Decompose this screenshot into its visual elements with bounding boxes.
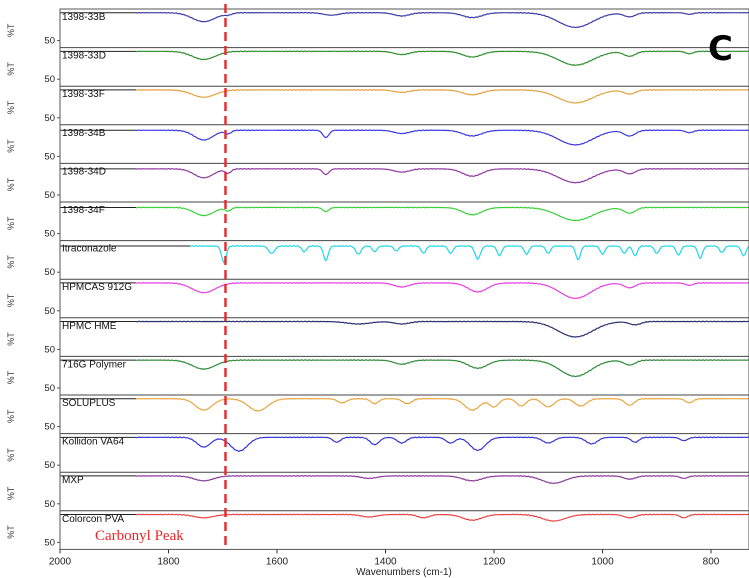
series-label: Kollidon VA64 <box>62 437 125 448</box>
panel-ytick-label: 50 <box>44 74 55 85</box>
panel-ytick-label: 50 <box>44 422 55 433</box>
panel-ytick-label: 50 <box>44 383 55 394</box>
plot-frame <box>59 8 749 550</box>
spectrum-panel: %T 50 1398-33D <box>6 47 749 85</box>
x-tick-label: 1200 <box>483 556 506 567</box>
carbonyl-peak-label: Carbonyl Peak <box>95 528 184 544</box>
spectrum-line <box>189 245 749 264</box>
series-label: MXP <box>62 475 84 486</box>
spectrum-line <box>135 11 749 29</box>
x-tick-label: 1800 <box>157 556 180 567</box>
spectrum-panel: %T 50 716G Polymer <box>6 355 749 394</box>
spectrum-line <box>135 129 749 146</box>
panel-ytick-label: 50 <box>44 151 55 162</box>
spectrum-panel: %T 50 SOLUPLUS <box>6 394 749 433</box>
panel-ytick-label: 50 <box>44 36 55 47</box>
spectrum-panel: %T 50 Itraconazole <box>6 240 749 278</box>
series-label: 1398-33B <box>62 12 106 23</box>
panel-ytick-label: 50 <box>44 229 55 240</box>
panel-ylabel: %T <box>6 255 16 269</box>
spectrum-line <box>135 513 749 522</box>
series-label: HPMCAS 912G <box>62 282 132 293</box>
series-label: 716G Polymer <box>62 359 127 370</box>
spectrum-line <box>135 474 749 485</box>
x-axis-label: Wavenumbers (cm-1) <box>356 567 452 578</box>
panel-ylabel: %T <box>6 23 16 37</box>
panel-ylabel: %T <box>6 486 16 500</box>
series-label: HPMC HME <box>62 321 117 332</box>
panel-ytick-label: 50 <box>44 499 55 510</box>
series-label: Colorcon PVA <box>62 514 124 525</box>
series-label: 1398-33F <box>62 89 105 100</box>
panel-ylabel: %T <box>6 139 16 153</box>
spectrum-panel: %T 50 Kollidon VA64 <box>6 433 749 471</box>
spectrum-panel: %T 50 1398-34F <box>6 201 749 240</box>
panel-ytick-label: 50 <box>44 113 55 124</box>
panel-ylabel: %T <box>6 409 16 423</box>
spectrum-panel: %T 50 HPMCAS 912G <box>6 278 749 317</box>
spectrum-line <box>135 397 749 412</box>
panel-ytick-label: 50 <box>44 190 55 201</box>
panel-ytick-label: 50 <box>44 306 55 317</box>
spectrum-panel: %T 50 Colorcon PVA <box>6 510 749 548</box>
panel-ylabel: %T <box>6 448 16 462</box>
figure-letter: C <box>708 29 733 69</box>
spectrum-line <box>135 359 749 378</box>
panel-ylabel: %T <box>6 332 16 346</box>
panel-ylabel: %T <box>6 525 16 539</box>
spectrum-panel: %T 50 MXP <box>6 471 749 510</box>
spectrum-panel: %T 50 1398-34D <box>6 162 749 201</box>
panel-ytick-label: 50 <box>44 537 55 548</box>
spectrum-line <box>135 167 749 184</box>
spectrum-panel: %T 50 HPMC HME <box>6 317 749 355</box>
spectrum-line <box>135 50 749 66</box>
panel-ytick-label: 50 <box>44 460 55 471</box>
x-axis: 2000 1800 1600 1400 1200 1000 800 <box>49 8 749 567</box>
panel-ytick-label: 50 <box>44 344 55 355</box>
panel-ylabel: %T <box>6 216 16 230</box>
series-label: 1398-34B <box>62 128 106 139</box>
series-label: SOLUPLUS <box>62 398 116 409</box>
panel-ylabel: %T <box>6 62 16 76</box>
spectrum-panel: %T 50 1398-33B <box>6 11 749 47</box>
spectrum-panel: %T 50 1398-34B <box>6 124 749 162</box>
series-label: 1398-33D <box>62 51 106 62</box>
spectrum-panel: %T 50 1398-33F <box>6 85 749 124</box>
series-label: 1398-34D <box>62 166 106 177</box>
panel-ylabel: %T <box>6 100 16 114</box>
spectrum-line <box>135 281 749 300</box>
spectrum-line <box>135 88 749 104</box>
x-tick-label: 1600 <box>266 556 289 567</box>
spectrum-line <box>135 436 749 453</box>
x-tick-label: 2000 <box>49 556 72 567</box>
x-tick-label: 800 <box>703 556 720 567</box>
spectrum-panels: %T 50 1398-33B %T 50 1398-33D %T 50 1398-33F %T 50… <box>6 11 749 548</box>
series-label: Itraconazole <box>62 244 117 255</box>
panel-ylabel: %T <box>6 293 16 307</box>
spectrum-line <box>135 320 749 338</box>
panel-ylabel: %T <box>6 370 16 384</box>
x-tick-label: 1400 <box>374 556 397 567</box>
panel-ylabel: %T <box>6 177 16 191</box>
x-tick-label: 1000 <box>591 556 614 567</box>
series-label: 1398-34F <box>62 205 105 216</box>
spectrum-line <box>135 206 749 222</box>
panel-ytick-label: 50 <box>44 267 55 278</box>
